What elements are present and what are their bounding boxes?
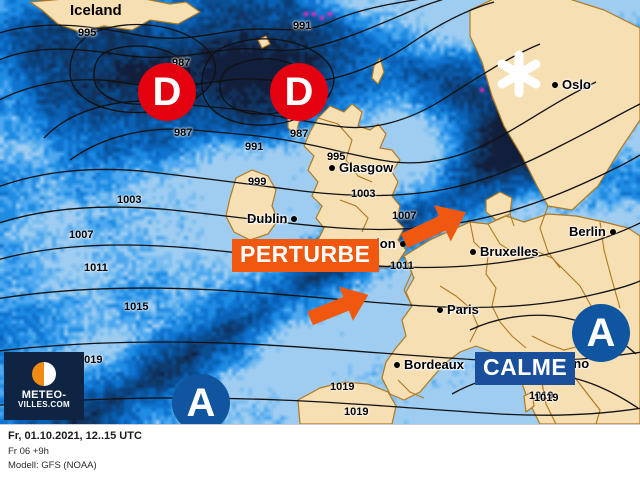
isobar-value-text: 995 bbox=[78, 27, 97, 39]
city-marker-dublin[interactable]: Dublin bbox=[247, 211, 298, 226]
weather-map[interactable]: Iceland 995 991 987 987 987 991 995 999 1003 1003… bbox=[0, 0, 640, 424]
city-dot-icon bbox=[394, 361, 400, 368]
city-label: Oslo bbox=[562, 77, 591, 92]
isobar-value-text: 1003 bbox=[117, 194, 142, 206]
isobar-value-label: 995 bbox=[327, 151, 345, 163]
callout-text: CALME bbox=[483, 354, 568, 380]
isobar-value-text: 1003 bbox=[351, 188, 376, 200]
flow-arrow-south bbox=[299, 271, 384, 346]
isobar-value-text: 1015 bbox=[124, 301, 149, 313]
valid-time-text: Fr, 01.10.2021, 12..15 UTC bbox=[8, 430, 142, 442]
high-pressure-badge[interactable]: A bbox=[572, 304, 630, 362]
city-dot-icon bbox=[399, 240, 406, 247]
forecast-meta: Fr, 01.10.2021, 12..15 UTC Fr 06 +9h Mod… bbox=[8, 429, 142, 472]
model-name-text: Modell: GFS (NOAA) bbox=[8, 459, 97, 471]
city-dot-icon bbox=[470, 248, 476, 255]
map-footer: Fr, 01.10.2021, 12..15 UTC Fr 06 +9h Mod… bbox=[0, 424, 640, 478]
pressure-system-letter: D bbox=[284, 70, 314, 114]
region-label-text: Iceland bbox=[70, 2, 122, 19]
logo-mark-icon bbox=[32, 361, 56, 386]
isobar-value-label: 1019 bbox=[330, 381, 354, 393]
city-marker-bordeaux[interactable]: Bordeaux bbox=[394, 358, 464, 371]
low-pressure-badge[interactable]: D bbox=[270, 63, 328, 121]
isobar-value-text: 1007 bbox=[392, 210, 417, 222]
city-label: Bordeaux bbox=[404, 357, 464, 372]
isobar-value-text: 1011 bbox=[84, 262, 108, 274]
isobar-value-label: 1019 bbox=[529, 390, 553, 402]
meteo-villes-logo[interactable]: METEO- VILLES.COM bbox=[4, 352, 84, 420]
isobar-value-text: 987 bbox=[174, 127, 193, 139]
isobar-value-label: 1007 bbox=[69, 229, 93, 241]
model-run-text: Fr 06 +9h bbox=[8, 445, 49, 457]
region-label: Iceland bbox=[70, 2, 122, 19]
flow-arrow-north bbox=[391, 187, 482, 270]
city-label: Dublin bbox=[247, 211, 288, 226]
isobar-value-label: 1019 bbox=[344, 406, 368, 418]
city-marker-bruxelles[interactable]: Bruxelles bbox=[470, 245, 539, 258]
isobar-value-label: 1019 bbox=[534, 392, 558, 404]
isobar-value-label: 1019 bbox=[78, 354, 102, 366]
logo-line-2: VILLES.COM bbox=[18, 400, 70, 410]
isobar-value-text: 991 bbox=[245, 141, 264, 153]
city-dot-icon bbox=[329, 164, 335, 171]
callout-perturbe: PERTURBE bbox=[232, 239, 379, 272]
isobar-value-label: 1003 bbox=[351, 188, 375, 200]
city-marker-berlin[interactable]: Berlin bbox=[569, 225, 616, 238]
snowflake-icon bbox=[495, 50, 543, 103]
city-marker-glasgow[interactable]: Glasgow bbox=[329, 161, 393, 174]
isobar-value-text: 1019 bbox=[534, 392, 559, 404]
isobar-value-text: 995 bbox=[327, 151, 346, 163]
city-marker-paris[interactable]: Paris bbox=[437, 303, 479, 316]
isobar-value-label: 999 bbox=[248, 176, 266, 188]
isobar-value-text: 1019 bbox=[78, 354, 103, 366]
city-dot-icon bbox=[291, 215, 298, 222]
city-label: Bruxelles bbox=[480, 244, 539, 259]
pressure-system-letter: A bbox=[586, 311, 616, 355]
isobar-value-label: 1011 bbox=[84, 262, 108, 274]
callout-calme: CALME bbox=[475, 352, 576, 385]
isobar-value-label: 1011 bbox=[390, 260, 414, 272]
isobar-value-text: 1011 bbox=[390, 260, 414, 272]
isobar-value-label: 1015 bbox=[124, 301, 148, 313]
isobar-value-text: 1019 bbox=[529, 390, 554, 402]
callout-text: PERTURBE bbox=[240, 241, 371, 267]
logo-line-1: METEO- bbox=[21, 388, 67, 401]
isobar-value-text: 1007 bbox=[69, 229, 94, 241]
isobar-value-text: 1019 bbox=[344, 406, 369, 418]
pressure-system-letter: A bbox=[186, 381, 216, 424]
isobar-value-label: 991 bbox=[293, 20, 311, 32]
city-label: Paris bbox=[447, 302, 479, 317]
isobar-value-label: 1007 bbox=[392, 210, 416, 222]
city-marker-oslo[interactable]: Oslo bbox=[552, 78, 591, 91]
isobar-value-label: 987 bbox=[290, 128, 308, 140]
low-pressure-badge[interactable]: D bbox=[138, 63, 196, 121]
city-dot-icon bbox=[437, 306, 443, 313]
isobar-value-text: 999 bbox=[248, 176, 267, 188]
city-label: Berlin bbox=[569, 224, 606, 239]
isobar-value-text: 987 bbox=[290, 128, 309, 140]
isobar-value-label: 987 bbox=[174, 127, 192, 139]
high-pressure-badge[interactable]: A bbox=[172, 374, 230, 424]
isobar-value-text: 1019 bbox=[330, 381, 355, 393]
isobar-value-label: 995 bbox=[78, 27, 96, 39]
pressure-system-letter: D bbox=[152, 70, 182, 114]
city-label: Glasgow bbox=[339, 160, 394, 175]
isobar-value-label: 991 bbox=[245, 141, 263, 153]
city-dot-icon bbox=[609, 228, 616, 235]
isobar-value-text: 991 bbox=[293, 20, 312, 32]
city-dot-icon bbox=[552, 81, 558, 88]
isobar-value-label: 1003 bbox=[117, 194, 141, 206]
